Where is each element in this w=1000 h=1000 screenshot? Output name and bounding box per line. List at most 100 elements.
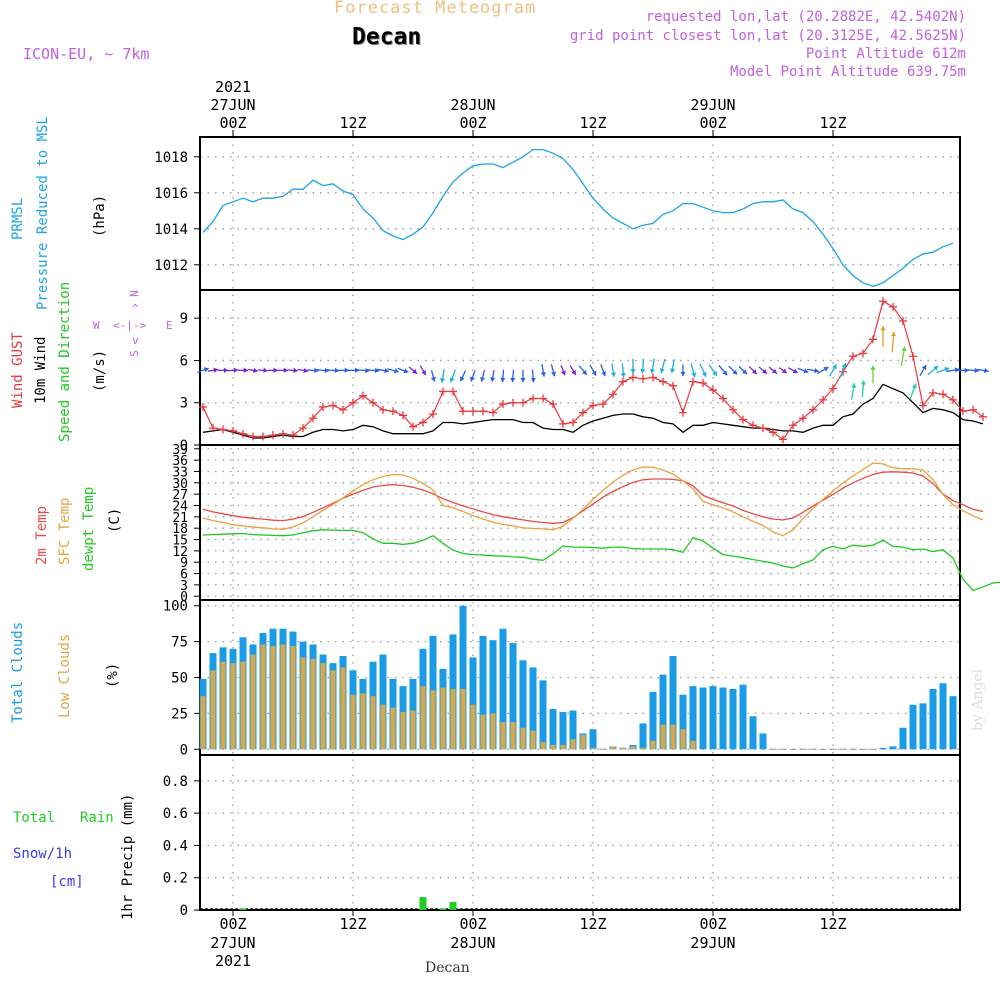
gust-point [259, 432, 267, 441]
total-cloud-bar [469, 657, 477, 750]
gust-point [539, 394, 547, 403]
wind-arrow-head [213, 367, 219, 373]
wind-arrow [927, 365, 939, 376]
location-title: Decan [352, 24, 422, 50]
gust-point [929, 388, 937, 397]
total-cloud-bar [529, 667, 537, 750]
x-tick-label-bottom: 12Z [579, 915, 606, 933]
wind-arrow [890, 331, 897, 353]
wind-arrow-head [659, 368, 665, 374]
y-tick-label: 0.2 [163, 871, 188, 887]
wind-arrow-head [964, 367, 969, 373]
wind-arrow [258, 367, 268, 373]
wind-arrow [919, 364, 927, 376]
gust-point [309, 414, 317, 423]
gust-point [359, 391, 367, 400]
low-cloud-bar [400, 711, 406, 750]
wind-arrow [620, 363, 626, 378]
gust-point [809, 405, 817, 414]
y-tick-label: 39 [172, 443, 188, 458]
gust-point [579, 408, 587, 417]
y-tick-label: 21 [172, 511, 188, 526]
low-cloud-bar [610, 746, 616, 750]
total-cloud-bar [739, 684, 747, 750]
gust-point [869, 335, 877, 344]
x-tick-label-top: 12Z [579, 114, 606, 132]
gust-point [829, 384, 837, 393]
total-cloud-bar [919, 703, 927, 750]
total-cloud-bar [879, 747, 887, 750]
wind-arrow [470, 370, 476, 382]
year-label-top: 2021 [215, 78, 251, 96]
wind-arrow-head [303, 367, 309, 374]
gust-point [249, 432, 257, 441]
wind-arrow [490, 370, 496, 382]
low-cloud-bar [340, 667, 346, 750]
gust-point [749, 421, 757, 430]
x-tick-label-bottom: 00Z [219, 915, 246, 933]
low-cloud-bar [470, 704, 476, 750]
low-cloud-bar [570, 739, 576, 750]
model-altitude: Model Point Altitude 639.75m [729, 64, 966, 80]
gust-point [709, 386, 717, 395]
wind-arrow [850, 383, 857, 400]
gust-point [549, 400, 557, 409]
gust-point [889, 302, 897, 311]
total-cloud-bar [459, 605, 467, 750]
date-label-top: 29JUN [690, 96, 735, 114]
wind-arrow [440, 369, 446, 383]
gust-point [319, 402, 327, 411]
gust-point [859, 349, 867, 358]
total-cloud-bar [569, 710, 577, 750]
wind-arrow [578, 365, 588, 376]
wind-arrow-head [530, 377, 536, 383]
chart-title: Forecast Meteogram [334, 0, 537, 18]
gust-point [669, 381, 677, 390]
gust-point [789, 421, 797, 430]
compass-we-arrow: <-|-> [113, 319, 147, 332]
gust-point [899, 317, 907, 325]
gust-point [639, 374, 647, 383]
wind-arrow [788, 367, 798, 374]
total-cloud-bar [639, 723, 647, 750]
wind-arrow [397, 367, 409, 374]
low-cloud-bar [540, 742, 546, 750]
low-cloud-bar [430, 690, 436, 750]
wind-arrow-head [944, 367, 950, 372]
wind-arrow-head [870, 365, 876, 370]
point-altitude: Point Altitude 612m [805, 46, 966, 62]
wind-arrow-head [510, 377, 516, 383]
gust-point [959, 407, 967, 416]
gust-point [299, 424, 307, 433]
x-tick-label-top: 00Z [699, 114, 726, 132]
precip-bar [239, 908, 247, 910]
wind-arrow-head [640, 368, 646, 374]
low-cloud-bar [670, 724, 676, 750]
gust-point [509, 398, 517, 407]
wind10-line [202, 383, 984, 439]
low-cloud-bar [390, 707, 396, 750]
low-cloud-bar [680, 729, 686, 750]
wind-arrow [610, 363, 616, 377]
y-tick-label: 33 [172, 465, 188, 480]
gust-point [729, 405, 737, 414]
y-tick-label: 30 [172, 477, 188, 492]
total-cloud-bar [549, 709, 557, 750]
y-tick-label: 3 [180, 396, 188, 412]
wind-arrow-head [430, 376, 436, 382]
y-tick-label: 9 [180, 556, 188, 571]
gust-point [949, 395, 957, 404]
wind-arrow [197, 367, 209, 374]
wind-arrow-head [880, 326, 886, 331]
wind-arrow [238, 367, 248, 373]
gust-point [239, 429, 247, 438]
wind-arrow [649, 358, 656, 374]
y-tick-label: 6 [180, 568, 188, 583]
x-tick-label-bottom: 00Z [459, 915, 486, 933]
wind-arrow [659, 358, 666, 374]
wind-arrow [966, 367, 980, 374]
y-tick-label: 1014 [154, 222, 188, 238]
wind-arrow-head [384, 368, 389, 374]
gust-point [799, 414, 807, 423]
wind-arrow-head [832, 364, 837, 370]
